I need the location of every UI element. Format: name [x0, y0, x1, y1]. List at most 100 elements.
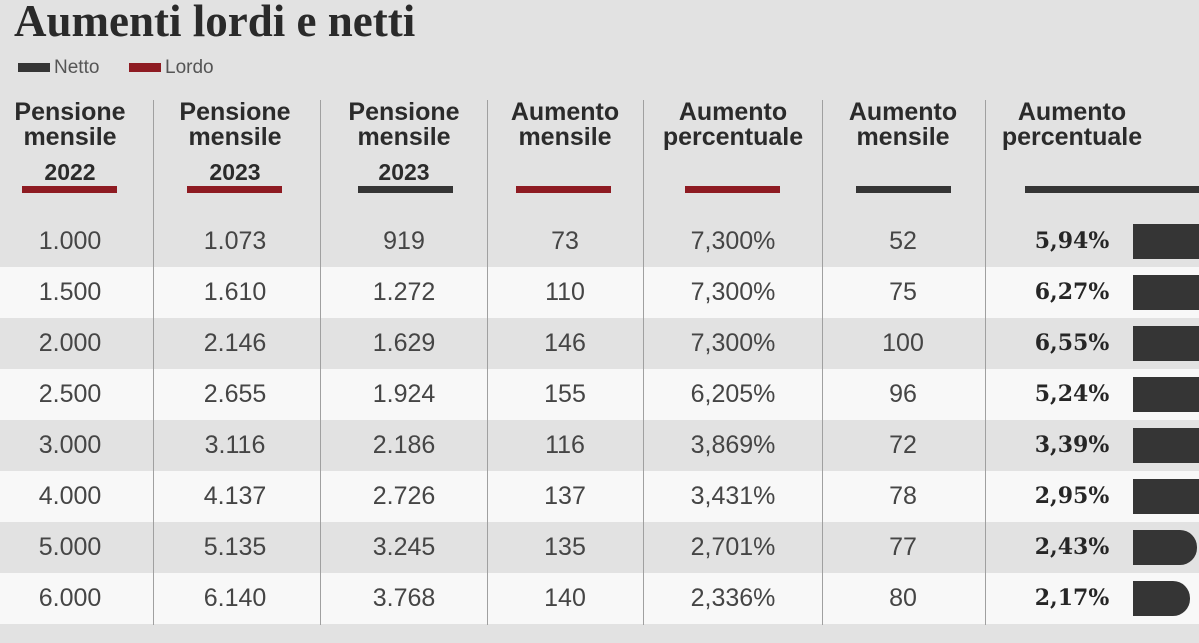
cell-aumento-mensile-netto: 100: [882, 329, 924, 357]
cell-aumento-mensile-lordo: 73: [551, 227, 579, 255]
column-underline-lordo: [685, 186, 780, 193]
legend-swatch-netto: [18, 63, 50, 72]
cell-pensione-2023-lorda: 1.073: [203, 227, 267, 255]
column-underline-lordo: [187, 186, 282, 193]
cell-aumento-percentuale-netto: 5,94%: [1034, 228, 1110, 254]
cell-aumento-mensile-netto: 77: [889, 533, 917, 561]
cell-pensione-2023-netta: 3.245: [372, 533, 436, 561]
column-header-line: Pensione: [179, 98, 291, 126]
cell-aumento-percentuale-netto: 2,95%: [1034, 483, 1110, 509]
column-divider: [153, 100, 154, 625]
cell-aumento-mensile-lordo: 110: [545, 278, 585, 306]
table-row: 1.000 1.073 919 73 7,300% 52 5,94%: [0, 216, 1199, 267]
table-row: 5.000 5.135 3.245 135 2,701% 77 2,43%: [0, 522, 1199, 573]
cell-aumento-mensile-lordo: 116: [545, 431, 585, 459]
column-header-year: 2023: [209, 159, 261, 185]
cell-aumento-percentuale-netto: 6,55%: [1034, 330, 1110, 356]
bar-netto: [1133, 326, 1199, 361]
cell-pensione-2023-lorda: 4.137: [203, 482, 267, 510]
cell-aumento-percentuale-lordo: 2,336%: [690, 584, 776, 612]
column-underline-netto: [1025, 186, 1199, 193]
page-title: Aumenti lordi e netti: [14, 0, 416, 46]
cell-aumento-mensile-netto: 75: [889, 278, 917, 306]
bar-netto: [1133, 275, 1199, 310]
column-header-line: Pensione: [348, 98, 460, 126]
cell-aumento-mensile-netto: 52: [889, 227, 917, 255]
cell-aumento-percentuale-lordo: 7,300%: [690, 329, 776, 357]
column-header-year: 2022: [44, 159, 96, 185]
cell-pensione-2022: 1.000: [38, 227, 102, 255]
column-divider: [643, 100, 644, 625]
column-header-year: 2023: [378, 159, 430, 185]
cell-aumento-mensile-lordo: 155: [544, 380, 586, 408]
column-header-line: percentuale: [1001, 123, 1143, 151]
table-row: 4.000 4.137 2.726 137 3,431% 78 2,95%: [0, 471, 1199, 522]
column-header-line: mensile: [23, 123, 117, 151]
bar-netto: [1133, 428, 1199, 463]
bar-netto: [1133, 224, 1199, 259]
column-header-line: Aumento: [678, 98, 788, 126]
column-header-pensione-2022: Pensione mensile: [0, 100, 140, 150]
cell-aumento-mensile-lordo: 137: [544, 482, 586, 510]
cell-aumento-percentuale-netto: 2,17%: [1034, 585, 1110, 611]
legend-label-netto: Netto: [54, 57, 100, 78]
column-header-aumento-mensile-lordo: Aumento mensile: [480, 100, 650, 150]
cell-pensione-2023-lorda: 5.135: [203, 533, 267, 561]
cell-pensione-2023-netta: 1.272: [372, 278, 436, 306]
cell-pensione-2023-lorda: 6.140: [203, 584, 267, 612]
column-header-line: Aumento: [848, 98, 958, 126]
cell-pensione-2023-netta: 3.768: [372, 584, 436, 612]
cell-pensione-2022: 6.000: [38, 584, 102, 612]
column-divider: [487, 100, 488, 625]
cell-pensione-2022: 2.500: [38, 380, 102, 408]
cell-pensione-2023-netta: 2.186: [372, 431, 436, 459]
cell-pensione-2022: 5.000: [38, 533, 102, 561]
table-row: 2.500 2.655 1.924 155 6,205% 96 5,24%: [0, 369, 1199, 420]
cell-aumento-mensile-lordo: 146: [544, 329, 586, 357]
column-divider: [985, 100, 986, 625]
cell-pensione-2023-netta: 1.629: [372, 329, 436, 357]
cell-pensione-2023-lorda: 1.610: [203, 278, 267, 306]
cell-aumento-mensile-netto: 78: [889, 482, 917, 510]
cell-aumento-mensile-lordo: 135: [544, 533, 586, 561]
cell-aumento-mensile-netto: 72: [889, 431, 917, 459]
cell-pensione-2023-lorda: 3.116: [204, 431, 266, 459]
table-row: 2.000 2.146 1.629 146 7,300% 100 6,55%: [0, 318, 1199, 369]
cell-aumento-percentuale-lordo: 7,300%: [690, 278, 776, 306]
column-underline-lordo: [22, 186, 117, 193]
column-header-line: mensile: [188, 123, 282, 151]
cell-aumento-percentuale-netto: 5,24%: [1034, 381, 1110, 407]
column-header-aumento-percentuale-lordo: Aumento percentuale: [648, 100, 818, 150]
bar-netto: [1133, 530, 1197, 565]
cell-aumento-percentuale-netto: 3,39%: [1034, 432, 1110, 458]
column-divider: [822, 100, 823, 625]
column-underline-lordo: [516, 186, 611, 193]
column-header-line: Aumento: [510, 98, 620, 126]
column-divider: [320, 100, 321, 625]
cell-aumento-percentuale-netto: 6,27%: [1034, 279, 1110, 305]
cell-pensione-2023-netta: 1.924: [372, 380, 436, 408]
column-header-line: Pensione: [14, 98, 126, 126]
table-row: 6.000 6.140 3.768 140 2,336% 80 2,17%: [0, 573, 1199, 624]
legend-swatch-lordo: [129, 63, 161, 72]
cell-pensione-2023-lorda: 2.146: [203, 329, 267, 357]
bar-netto: [1133, 581, 1191, 616]
cell-aumento-mensile-netto: 80: [889, 584, 917, 612]
cell-aumento-percentuale-netto: 2,43%: [1034, 534, 1110, 560]
column-header-line: Aumento: [1017, 98, 1127, 126]
cell-pensione-2023-lorda: 2.655: [203, 380, 267, 408]
cell-aumento-mensile-lordo: 140: [544, 584, 586, 612]
cell-aumento-mensile-netto: 96: [889, 380, 917, 408]
cell-pensione-2022: 2.000: [38, 329, 102, 357]
cell-aumento-percentuale-lordo: 3,431%: [690, 482, 776, 510]
cell-aumento-percentuale-lordo: 2,701%: [690, 533, 776, 561]
cell-aumento-percentuale-lordo: 3,869%: [690, 431, 776, 459]
table-row: 3.000 3.116 2.186 116 3,869% 72 3,39%: [0, 420, 1199, 471]
column-header-line: percentuale: [662, 123, 804, 151]
table-row: 1.500 1.610 1.272 110 7,300% 75 6,27%: [0, 267, 1199, 318]
bar-netto: [1133, 479, 1199, 514]
legend-label-lordo: Lordo: [165, 57, 214, 78]
column-header-pensione-2023-lorda: Pensione mensile: [150, 100, 320, 150]
column-underline-netto: [358, 186, 453, 193]
